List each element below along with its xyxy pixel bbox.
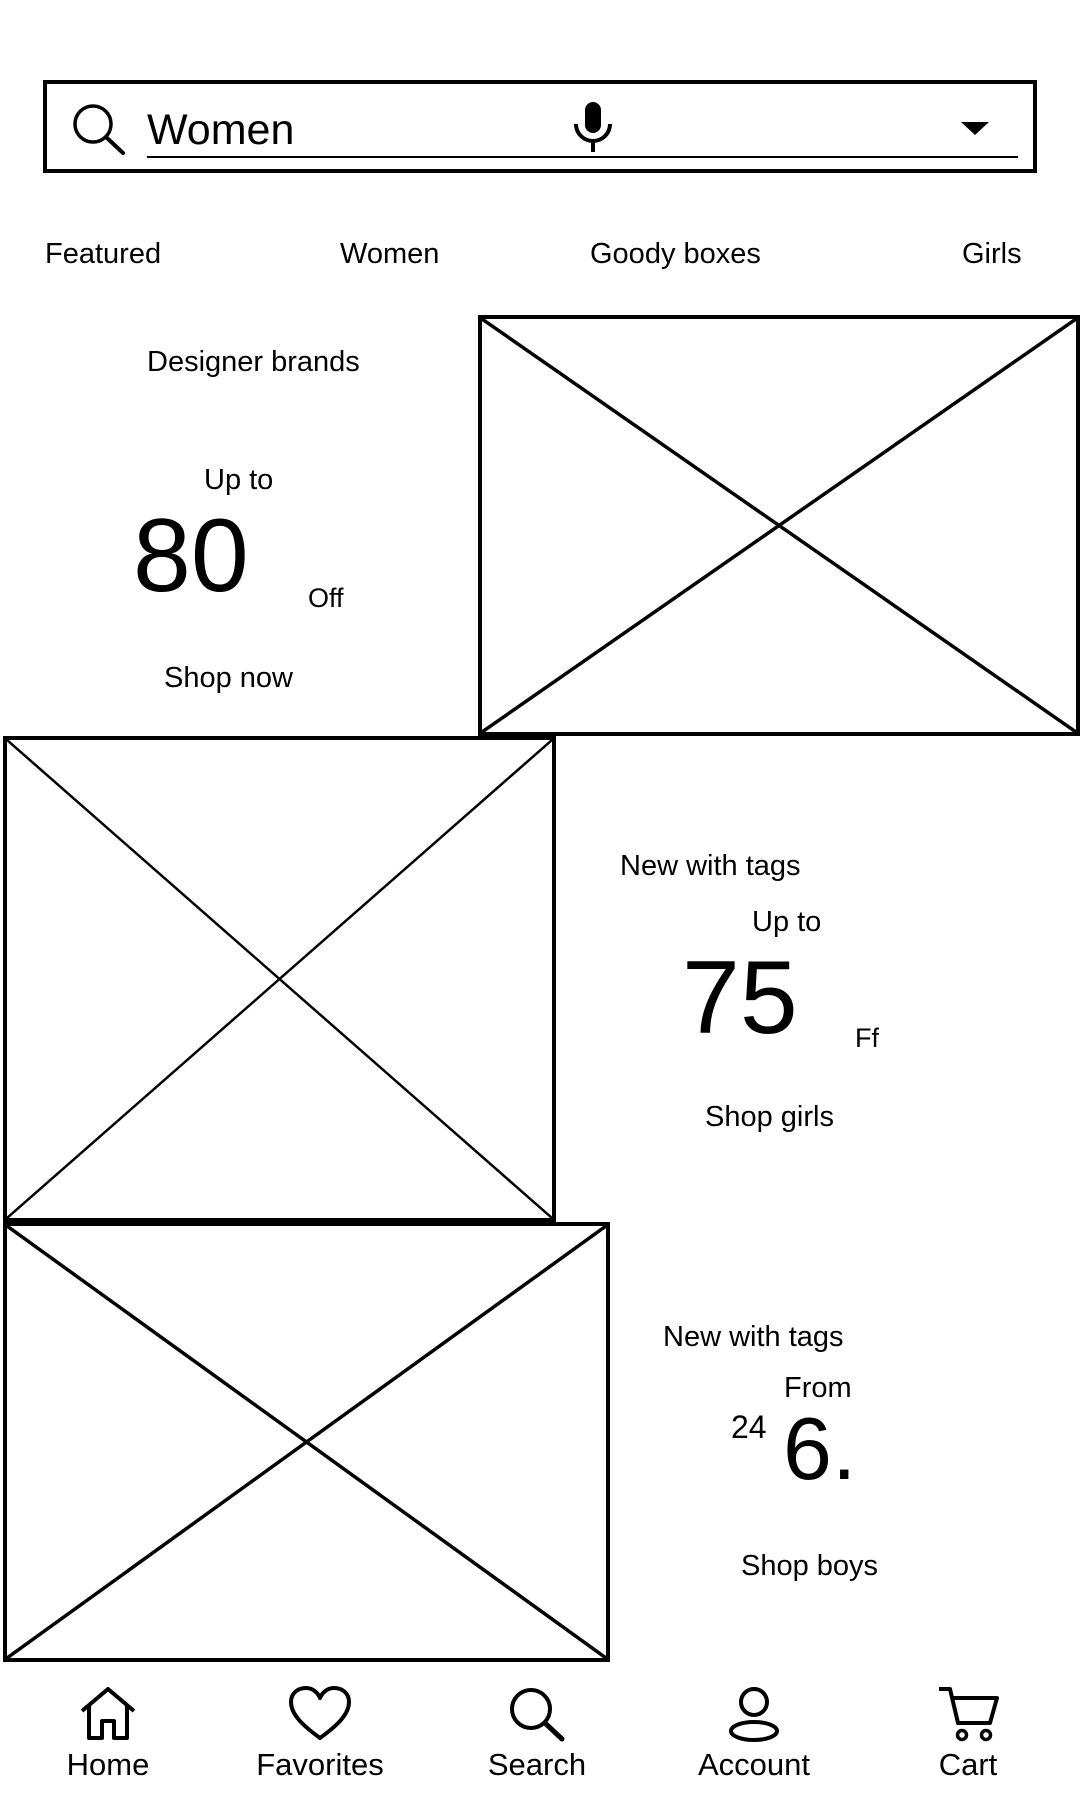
promo-prefix: Up to xyxy=(204,464,274,496)
nav-favorites-label: Favorites xyxy=(256,1747,384,1782)
nav-cart-label: Cart xyxy=(938,1747,998,1782)
home-icon xyxy=(76,1685,140,1743)
nav-cart[interactable]: Cart xyxy=(878,1685,1058,1780)
nav-account-label: Account xyxy=(697,1747,810,1782)
nav-home[interactable]: Home xyxy=(18,1685,198,1780)
tab-goody-boxes[interactable]: Goody boxes xyxy=(590,238,761,270)
tab-women[interactable]: Women xyxy=(340,238,440,270)
account-icon xyxy=(722,1685,786,1743)
tab-girls[interactable]: Girls xyxy=(962,238,1022,270)
promo-suffix: Ff xyxy=(855,1023,879,1053)
search-input[interactable]: Women xyxy=(147,106,295,154)
promo-image-placeholder xyxy=(478,315,1080,736)
promo-title: New with tags xyxy=(620,850,801,882)
tab-featured[interactable]: Featured xyxy=(45,238,162,270)
nav-search-label: Search xyxy=(487,1747,587,1782)
promo-value: 75 xyxy=(682,940,798,1056)
promo-prefix: From xyxy=(784,1372,852,1404)
shop-now-link[interactable]: Shop now xyxy=(164,662,293,694)
nav-search[interactable]: Search xyxy=(447,1685,627,1780)
search-icon[interactable] xyxy=(70,102,128,158)
nav-account[interactable]: Account xyxy=(664,1685,844,1780)
nav-favorites[interactable]: Favorites xyxy=(230,1685,410,1780)
nav-home-label: Home xyxy=(66,1747,150,1782)
shop-girls-link[interactable]: Shop girls xyxy=(705,1101,834,1133)
cart-icon xyxy=(936,1685,1000,1743)
shop-boys-link[interactable]: Shop boys xyxy=(741,1550,879,1582)
promo-title: New with tags xyxy=(663,1321,844,1353)
promo-value: 80 xyxy=(133,498,249,614)
search-input-underline xyxy=(147,156,1018,158)
caret-down-icon[interactable] xyxy=(960,120,990,136)
promo-suffix: Off xyxy=(308,583,344,613)
search-bar xyxy=(43,80,1037,173)
promo-value: 6. xyxy=(783,1399,857,1498)
heart-icon xyxy=(288,1685,352,1743)
promo-small-value: 24 xyxy=(731,1409,767,1445)
promo-prefix: Up to xyxy=(752,906,822,938)
promo-title: Designer brands xyxy=(147,346,360,378)
promo-image-placeholder xyxy=(3,736,556,1222)
microphone-icon[interactable] xyxy=(570,100,616,154)
search-icon xyxy=(505,1685,569,1743)
promo-image-placeholder xyxy=(3,1222,610,1662)
